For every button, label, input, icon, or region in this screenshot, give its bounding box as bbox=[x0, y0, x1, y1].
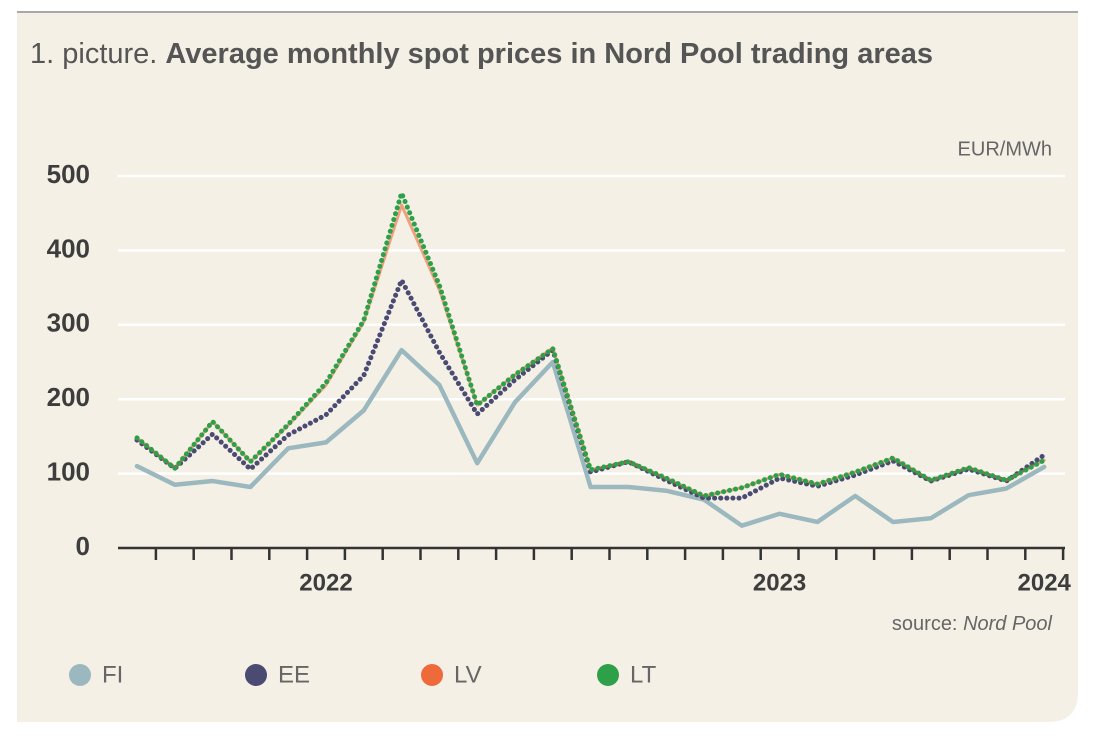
y-tick-label: 0 bbox=[76, 531, 90, 561]
legend-marker bbox=[245, 664, 267, 686]
y-tick-label: 400 bbox=[47, 233, 90, 263]
legend-label: LT bbox=[630, 661, 657, 688]
legend-label: FI bbox=[102, 661, 123, 688]
unit-label: EUR/MWh bbox=[958, 138, 1052, 160]
legend-marker bbox=[421, 664, 443, 686]
legend-marker bbox=[597, 664, 619, 686]
y-tick-label: 100 bbox=[47, 456, 90, 486]
y-tick-label: 300 bbox=[47, 308, 90, 338]
legend-marker bbox=[69, 664, 91, 686]
x-tick-label: 2022 bbox=[299, 569, 352, 596]
x-tick-label: 2023 bbox=[753, 569, 806, 596]
y-tick-label: 500 bbox=[47, 159, 90, 189]
legend-label: LV bbox=[454, 661, 482, 688]
y-tick-label: 200 bbox=[47, 382, 90, 412]
series-line bbox=[134, 190, 1047, 499]
source-label: source: bbox=[892, 613, 958, 635]
x-tick-label: 2024 bbox=[1018, 569, 1072, 596]
series-line bbox=[134, 277, 1047, 501]
title-main: Average monthly spot prices in Nord Pool… bbox=[165, 38, 933, 70]
series-line bbox=[134, 347, 1047, 528]
source-name: Nord Pool bbox=[963, 613, 1052, 635]
title-prefix: 1. picture. bbox=[30, 38, 157, 70]
chart-title: 1. picture. Average monthly spot prices … bbox=[30, 38, 933, 70]
source: source: Nord Pool bbox=[892, 613, 1053, 635]
legend-label: EE bbox=[278, 661, 310, 688]
